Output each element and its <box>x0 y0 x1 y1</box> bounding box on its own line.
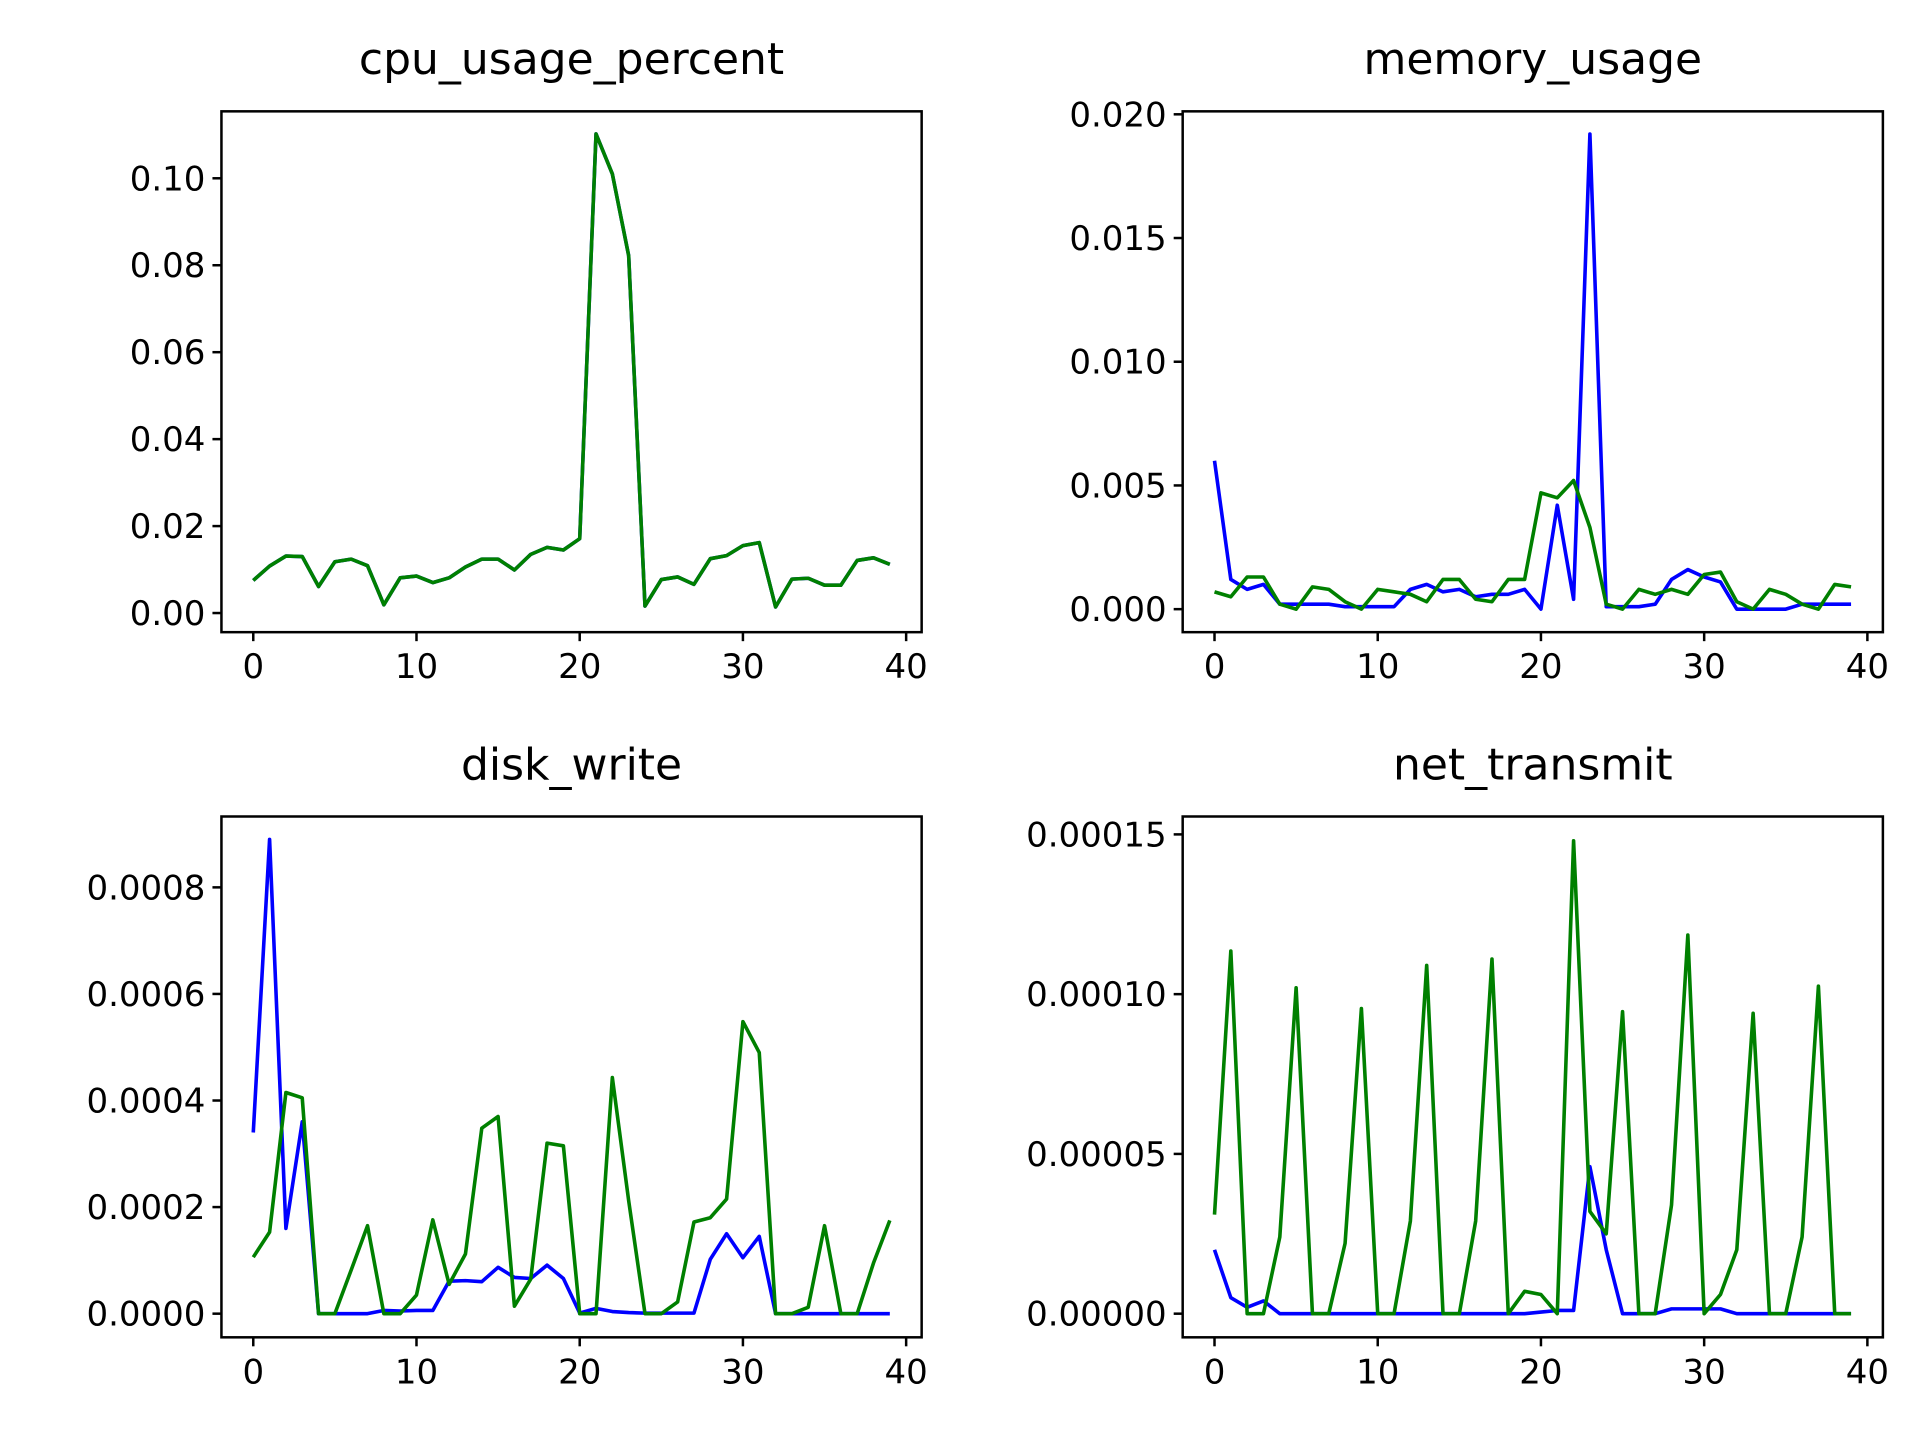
y-tick-label: 0.0006 <box>86 975 205 1015</box>
y-tick-label: 0.00005 <box>1026 1135 1167 1175</box>
y-tick-label: 0.005 <box>1069 466 1166 506</box>
x-tick-label: 0 <box>242 1352 264 1392</box>
x-tick-label: 10 <box>395 1352 438 1392</box>
y-tick-label: 0.0002 <box>86 1188 205 1228</box>
y-tick-label: 0.000 <box>1069 590 1166 630</box>
y-tick-label: 0.04 <box>130 420 206 460</box>
series-line-2 <box>252 132 891 609</box>
axes-frame <box>220 815 923 1339</box>
y-tick-label: 0.00015 <box>1026 815 1167 855</box>
x-tick-label: 30 <box>721 647 764 687</box>
x-tick-label: 40 <box>885 1352 928 1392</box>
x-tick-label: 0 <box>242 647 264 687</box>
y-tick-label: 0.020 <box>1069 95 1166 135</box>
y-tick-label: 0.0000 <box>86 1295 205 1335</box>
axes-frame <box>1181 110 1885 634</box>
panel-memory-usage: memory_usage 0 10 20 30 40 0.000 0.005 0.010 0.01… <box>1069 34 1889 687</box>
x-tick-label: 10 <box>1356 1352 1399 1392</box>
y-tick-label: 0.02 <box>130 507 206 547</box>
panel-title: net_transmit <box>1393 739 1673 790</box>
series-line-1 <box>252 132 891 609</box>
series-line-1 <box>1212 132 1852 611</box>
x-tick-label: 20 <box>558 647 601 687</box>
y-tick-label: 0.0008 <box>86 868 205 908</box>
panel-title: disk_write <box>461 739 682 790</box>
y-tick-label: 0.0004 <box>86 1082 205 1122</box>
y-tick-label: 0.00010 <box>1026 975 1167 1015</box>
x-tick-label: 30 <box>721 1352 764 1392</box>
x-tick-label: 0 <box>1204 1352 1226 1392</box>
y-tick-label: 0.10 <box>130 159 206 199</box>
x-tick-label: 40 <box>885 647 928 687</box>
series-line-2 <box>251 1019 892 1316</box>
y-tick-label: 0.015 <box>1069 219 1166 259</box>
y-tick-label: 0.08 <box>130 246 206 286</box>
y-tick-label: 0.00000 <box>1026 1295 1167 1335</box>
axes-frame <box>220 110 923 634</box>
x-tick-label: 40 <box>1846 1352 1889 1392</box>
x-tick-label: 30 <box>1683 647 1726 687</box>
y-tick-label: 0.06 <box>130 333 206 373</box>
series-line-2 <box>1212 838 1852 1316</box>
x-tick-label: 20 <box>558 1352 601 1392</box>
x-tick-label: 10 <box>1356 647 1399 687</box>
panel-cpu-usage-percent: cpu_usage_percent 0 10 20 30 40 0.00 0.02 0.04 0.… <box>130 34 928 687</box>
x-tick-label: 30 <box>1683 1352 1726 1392</box>
panel-net-transmit: net_transmit 0 10 20 30 40 0.00000 0.00005 0.000… <box>1026 739 1889 1392</box>
x-tick-label: 10 <box>395 647 438 687</box>
x-tick-label: 0 <box>1204 647 1226 687</box>
x-tick-label: 40 <box>1846 647 1889 687</box>
panel-title: cpu_usage_percent <box>359 34 784 85</box>
panel-title: memory_usage <box>1363 34 1702 85</box>
panel-disk-write: disk_write 0 10 20 30 40 0.0000 0.0002 0.0004 0.0… <box>86 739 927 1392</box>
x-tick-label: 20 <box>1519 1352 1562 1392</box>
y-tick-label: 0.00 <box>130 594 206 634</box>
x-tick-label: 20 <box>1519 647 1562 687</box>
axes-frame <box>1181 815 1885 1339</box>
series-line-2 <box>1213 478 1852 611</box>
y-tick-label: 0.010 <box>1069 343 1166 383</box>
